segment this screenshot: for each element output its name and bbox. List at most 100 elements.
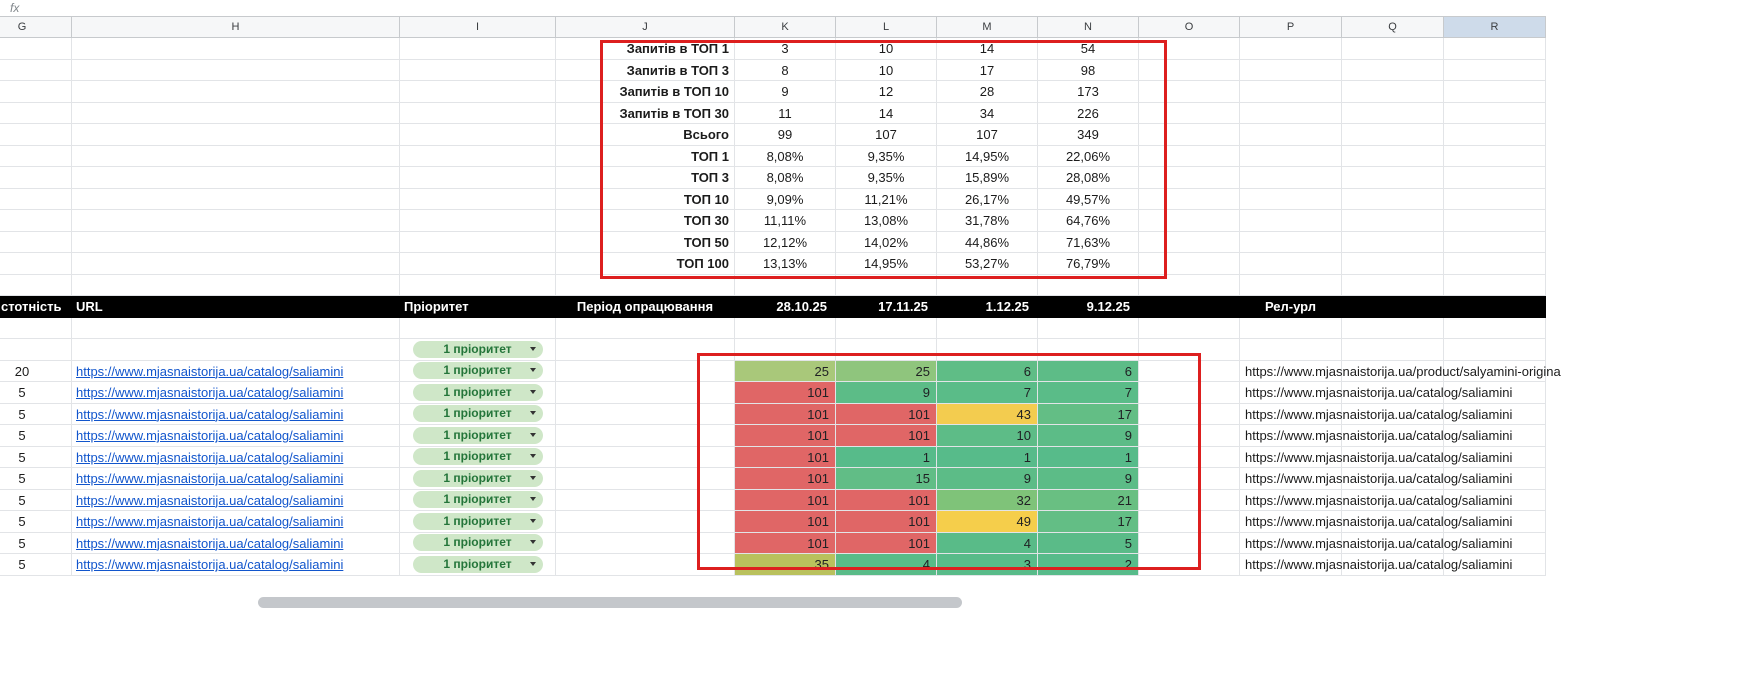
cell[interactable]: 101 xyxy=(735,446,836,468)
cell[interactable]: 5 xyxy=(1038,532,1139,554)
cell[interactable]: 101 xyxy=(735,425,836,447)
cell[interactable]: 53,27% xyxy=(937,253,1038,275)
cell[interactable] xyxy=(1444,38,1546,60)
cell[interactable]: 13,08% xyxy=(836,210,937,232)
cell[interactable]: 26,17% xyxy=(937,188,1038,210)
cell[interactable] xyxy=(735,274,836,296)
cell[interactable] xyxy=(1240,274,1342,296)
cell[interactable]: 9,35% xyxy=(836,145,937,167)
cell[interactable] xyxy=(1139,554,1240,576)
priority-dropdown[interactable]: 1 пріоритет xyxy=(412,491,543,509)
cell[interactable]: https://www.mjasnaistorija.ua/catalog/sa… xyxy=(1240,489,1512,511)
cell[interactable] xyxy=(400,253,556,275)
url-link[interactable]: https://www.mjasnaistorija.ua/catalog/sa… xyxy=(76,514,344,529)
cell[interactable] xyxy=(72,231,400,253)
cell[interactable]: 1 пріоритет xyxy=(400,489,556,511)
cell[interactable]: 17 xyxy=(1038,403,1139,425)
cell[interactable] xyxy=(1342,425,1444,447)
cell[interactable]: 25 xyxy=(836,360,937,382)
cell[interactable] xyxy=(735,339,836,361)
cell[interactable]: https://www.mjasnaistorija.ua/catalog/sa… xyxy=(1240,511,1512,533)
cell[interactable]: https://www.mjasnaistorija.ua/catalog/sa… xyxy=(72,511,400,533)
cell[interactable] xyxy=(400,145,556,167)
cell[interactable]: 25 xyxy=(735,360,836,382)
cell[interactable] xyxy=(72,188,400,210)
cell[interactable] xyxy=(836,339,937,361)
cell[interactable]: 1 пріоритет xyxy=(400,468,556,490)
cell[interactable]: 54 xyxy=(1038,38,1139,60)
cell[interactable] xyxy=(1342,382,1444,404)
cell[interactable] xyxy=(556,360,735,382)
cell[interactable] xyxy=(1240,231,1342,253)
cell[interactable]: 8 xyxy=(735,59,836,81)
cell[interactable] xyxy=(1240,210,1342,232)
cell[interactable] xyxy=(1444,468,1546,490)
horizontal-scrollbar[interactable] xyxy=(258,597,962,608)
cell[interactable] xyxy=(1342,468,1444,490)
cell[interactable]: 14 xyxy=(836,102,937,124)
cell[interactable]: 101 xyxy=(836,403,937,425)
cell[interactable]: https://www.mjasnaistorija.ua/catalog/sa… xyxy=(72,382,400,404)
cell[interactable]: 14 xyxy=(937,38,1038,60)
cell[interactable] xyxy=(400,59,556,81)
cell[interactable]: 12 xyxy=(836,81,937,103)
cell[interactable]: ТОП 10 xyxy=(556,188,735,210)
cell[interactable]: 15,89% xyxy=(937,167,1038,189)
cell[interactable] xyxy=(937,339,1038,361)
cell[interactable]: ТОП 3 xyxy=(556,167,735,189)
cell[interactable] xyxy=(1038,317,1139,339)
cell[interactable]: 15 xyxy=(836,468,937,490)
cell[interactable] xyxy=(0,38,72,60)
cell[interactable]: https://www.mjasnaistorija.ua/product/sa… xyxy=(1240,360,1561,382)
cell[interactable]: 3 xyxy=(937,554,1038,576)
cell[interactable] xyxy=(72,59,400,81)
cell[interactable]: 13,13% xyxy=(735,253,836,275)
cell[interactable] xyxy=(1342,489,1444,511)
cell[interactable] xyxy=(1038,274,1139,296)
cell[interactable] xyxy=(1342,167,1444,189)
column-header-h[interactable]: H xyxy=(72,16,400,38)
cell[interactable]: 101 xyxy=(735,403,836,425)
cell[interactable]: 10 xyxy=(836,38,937,60)
cell[interactable]: 101 xyxy=(735,511,836,533)
cell[interactable]: 9 xyxy=(937,468,1038,490)
cell[interactable] xyxy=(1444,59,1546,81)
cell[interactable]: 4 xyxy=(836,554,937,576)
cell[interactable] xyxy=(556,446,735,468)
header-cell[interactable]: стотність xyxy=(0,296,72,318)
cell[interactable]: 101 xyxy=(836,425,937,447)
cell[interactable] xyxy=(1139,59,1240,81)
cell[interactable]: https://www.mjasnaistorija.ua/catalog/sa… xyxy=(1240,532,1512,554)
cell[interactable] xyxy=(1240,167,1342,189)
priority-dropdown[interactable]: 1 пріоритет xyxy=(412,512,543,530)
cell[interactable]: 101 xyxy=(735,382,836,404)
priority-dropdown[interactable]: 1 пріоритет xyxy=(412,383,543,401)
cell[interactable] xyxy=(1139,468,1240,490)
cell[interactable] xyxy=(1240,253,1342,275)
cell[interactable] xyxy=(556,554,735,576)
cell[interactable]: 5 xyxy=(0,554,72,576)
cell[interactable]: 7 xyxy=(1038,382,1139,404)
column-header-n[interactable]: N xyxy=(1038,16,1139,38)
cell[interactable]: 1 пріоритет xyxy=(400,382,556,404)
cell[interactable]: 107 xyxy=(836,124,937,146)
url-link[interactable]: https://www.mjasnaistorija.ua/catalog/sa… xyxy=(76,557,344,572)
cell[interactable]: Всього xyxy=(556,124,735,146)
cell[interactable]: Запитів в ТОП 10 xyxy=(556,81,735,103)
cell[interactable]: 5 xyxy=(0,489,72,511)
cell[interactable]: 17 xyxy=(937,59,1038,81)
cell[interactable] xyxy=(1342,253,1444,275)
cell[interactable]: 1 пріоритет xyxy=(400,360,556,382)
cell[interactable]: 1 пріоритет xyxy=(400,425,556,447)
cell[interactable]: 101 xyxy=(836,511,937,533)
column-header-q[interactable]: Q xyxy=(1342,16,1444,38)
cell[interactable] xyxy=(1342,231,1444,253)
cell[interactable]: 43 xyxy=(937,403,1038,425)
cell[interactable] xyxy=(1139,231,1240,253)
priority-dropdown[interactable]: 1 пріоритет xyxy=(412,555,543,573)
cell[interactable]: 4 xyxy=(937,532,1038,554)
cell[interactable] xyxy=(1342,446,1444,468)
cell[interactable] xyxy=(1342,59,1444,81)
cell[interactable] xyxy=(556,425,735,447)
cell[interactable] xyxy=(1444,124,1546,146)
